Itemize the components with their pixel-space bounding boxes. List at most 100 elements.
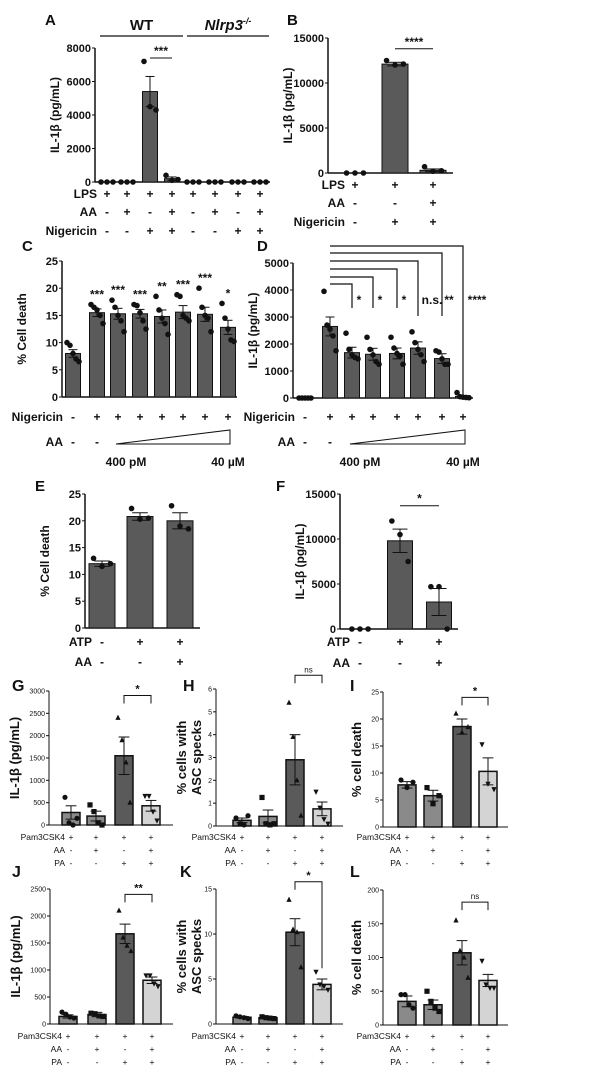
condition-value: + xyxy=(95,1031,100,1041)
panel-letter: B xyxy=(287,12,298,29)
data-point xyxy=(119,737,125,743)
y-tick-label: 2000 xyxy=(265,339,289,351)
data-point xyxy=(121,328,127,335)
y-tick-label: 2500 xyxy=(29,711,45,718)
data-point xyxy=(257,179,263,185)
condition-label: ATP xyxy=(69,635,92,649)
condition-label: Nigericin xyxy=(12,410,63,424)
condition-value: + xyxy=(438,410,445,424)
bar xyxy=(110,313,126,398)
condition-value: + xyxy=(393,410,400,424)
ramp-high-label: 40 µM xyxy=(446,455,480,469)
condition-value: - xyxy=(67,1044,70,1054)
data-point xyxy=(370,352,376,358)
data-point xyxy=(383,57,390,64)
data-point xyxy=(321,817,327,823)
condition-value: - xyxy=(294,1044,297,1054)
y-tick-label: 4000 xyxy=(265,285,289,297)
condition-value: - xyxy=(70,858,73,868)
condition-value: + xyxy=(293,832,298,842)
condition-value: + xyxy=(429,215,436,229)
y-axis-label: IL-1β (pg/mL) xyxy=(246,293,260,369)
significance-label: * xyxy=(473,685,478,697)
data-point xyxy=(115,312,121,319)
condition-value: + xyxy=(486,1057,491,1067)
data-point xyxy=(185,526,192,532)
y-tick-label: 1 xyxy=(208,801,212,808)
condition-value: + xyxy=(266,1031,271,1041)
condition-value: + xyxy=(123,187,130,201)
condition-value: + xyxy=(95,1044,100,1054)
data-point xyxy=(430,168,436,174)
data-point xyxy=(233,1013,239,1019)
condition-value: + xyxy=(266,832,271,842)
significance-label: **** xyxy=(405,35,424,49)
group-label: WT xyxy=(130,17,153,34)
condition-label: Pam3CSK4 xyxy=(192,1031,237,1041)
data-point xyxy=(94,307,100,313)
data-point xyxy=(156,307,162,313)
y-tick-label: 5000 xyxy=(265,258,289,270)
y-tick-label: 25 xyxy=(46,256,58,268)
data-point xyxy=(432,1005,438,1011)
y-tick-label: 5 xyxy=(52,365,58,377)
y-tick-label: 25 xyxy=(371,690,379,697)
condition-value: + xyxy=(136,410,143,424)
data-point xyxy=(199,304,205,311)
data-point xyxy=(259,1014,265,1020)
data-point xyxy=(241,1015,247,1021)
data-point xyxy=(294,777,300,783)
y-axis-label: % Cell death xyxy=(15,293,29,364)
data-point xyxy=(90,555,97,562)
condition-value: - xyxy=(148,205,152,219)
data-point xyxy=(357,626,363,632)
significance-label: *** xyxy=(198,271,212,285)
data-point xyxy=(465,974,471,980)
significance-label: n.s. xyxy=(422,293,443,307)
y-tick-label: 10 xyxy=(371,771,379,778)
data-point xyxy=(59,1009,65,1015)
comparison-bracket xyxy=(294,881,323,969)
panel-letter: C xyxy=(22,238,33,255)
condition-value: - xyxy=(105,205,109,219)
data-point xyxy=(150,809,156,815)
y-axis-label: % cell death xyxy=(349,722,364,797)
data-point xyxy=(263,1015,269,1021)
comparison-bracket xyxy=(123,694,152,704)
data-point xyxy=(418,352,424,358)
condition-value: + xyxy=(123,1057,128,1067)
y-tick-label: 15 xyxy=(69,543,81,555)
data-point xyxy=(67,342,73,349)
condition-label: AA xyxy=(54,845,66,855)
bar xyxy=(387,540,413,630)
condition-value: - xyxy=(328,435,332,449)
y-tick-label: 1500 xyxy=(29,756,45,763)
data-point xyxy=(241,822,247,828)
condition-value: + xyxy=(320,1031,325,1041)
condition-value: + xyxy=(391,178,398,192)
condition-value: + xyxy=(146,187,153,201)
condition-label: AA xyxy=(75,655,93,669)
significance-label: ** xyxy=(134,882,143,894)
condition-value: + xyxy=(150,1057,155,1067)
data-point xyxy=(128,505,135,512)
condition-value: - xyxy=(138,655,142,669)
y-tick-label: 5000 xyxy=(300,123,324,135)
y-tick-label: 1000 xyxy=(29,778,45,785)
condition-label: LPS xyxy=(74,187,97,201)
condition-value: + xyxy=(293,1031,298,1041)
y-tick-label: 2 xyxy=(208,778,212,785)
condition-value: + xyxy=(256,187,263,201)
data-point xyxy=(140,318,146,324)
condition-value: - xyxy=(406,858,409,868)
significance-label: * xyxy=(226,286,231,300)
condition-value: - xyxy=(398,656,402,670)
data-point xyxy=(225,326,231,332)
condition-label: PA xyxy=(54,858,65,868)
condition-label: PA xyxy=(225,858,236,868)
group-name: Nlrp3 xyxy=(205,17,244,34)
